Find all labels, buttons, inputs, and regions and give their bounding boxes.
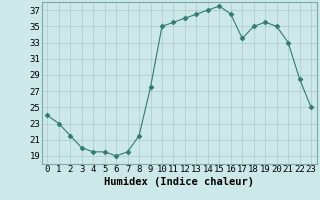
X-axis label: Humidex (Indice chaleur): Humidex (Indice chaleur) (104, 177, 254, 187)
